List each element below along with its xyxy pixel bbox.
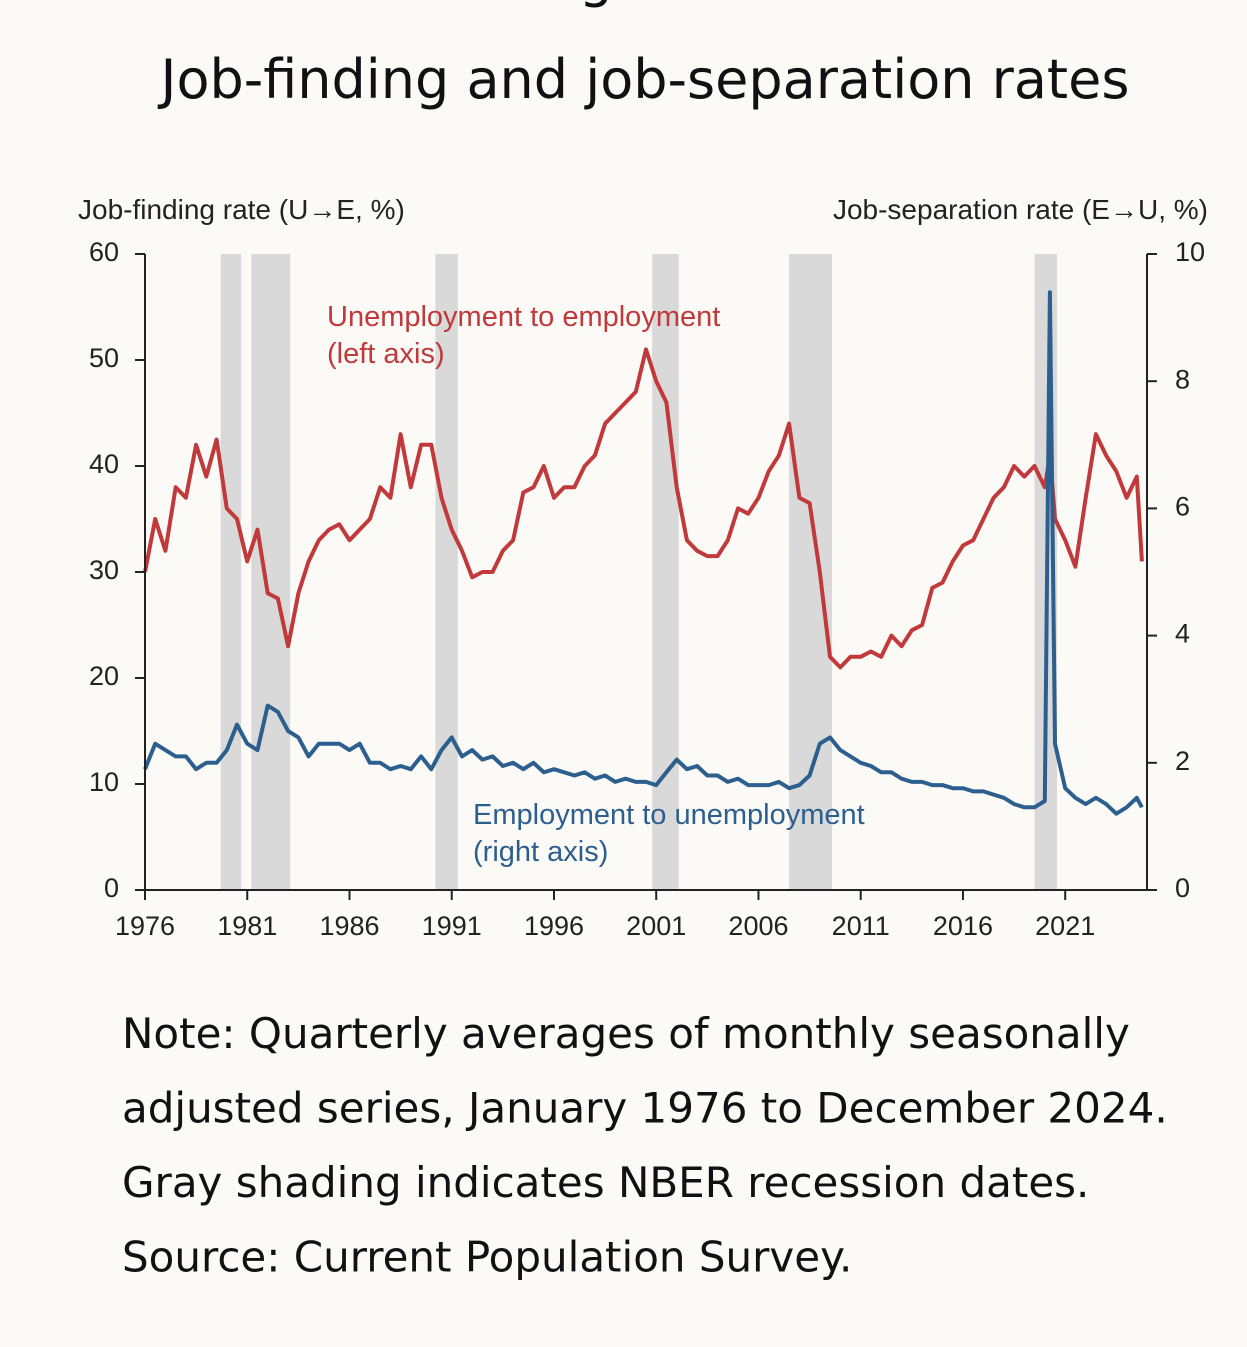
x-tick-label: 2001 [626, 911, 686, 941]
series-line [143, 347, 1144, 670]
recession-band [435, 254, 458, 890]
y2-axis-title: Job-separation rate (E→U, %) [833, 194, 1208, 225]
figure-label: Figure 1 [537, 0, 753, 9]
y2-tick-label: 4 [1175, 619, 1190, 649]
x-tick-label: 2006 [728, 911, 788, 941]
y2-tick-label: 0 [1175, 873, 1190, 903]
series-label: (right axis) [473, 836, 608, 868]
note-line: adjusted series, January 1976 to Decembe… [122, 1084, 1168, 1133]
x-tick-label: 1976 [115, 911, 175, 941]
x-tick-label: 1981 [217, 911, 277, 941]
y2-tick-label: 2 [1175, 746, 1190, 776]
note-line: Note: Quarterly averages of monthly seas… [122, 1009, 1130, 1058]
recession-band [251, 254, 291, 890]
recession-band [789, 254, 833, 890]
y2-tick-label: 6 [1175, 492, 1190, 522]
x-tick-label: 2021 [1035, 911, 1095, 941]
x-tick-label: 1986 [319, 911, 379, 941]
y-tick-label: 60 [89, 237, 119, 267]
series-label: (left axis) [327, 338, 445, 370]
note-line: Source: Current Population Survey. [122, 1233, 852, 1282]
x-tick-label: 2016 [933, 911, 993, 941]
y-tick-label: 50 [89, 343, 119, 373]
y2-tick-label: 8 [1175, 364, 1190, 394]
y-tick-label: 10 [89, 767, 119, 797]
x-tick-label: 2011 [832, 911, 890, 941]
series-label: Unemployment to employment [327, 301, 720, 333]
y-axis-title: Job-finding rate (U→E, %) [78, 194, 405, 225]
series-line [143, 290, 1144, 816]
y-tick-label: 30 [89, 555, 119, 585]
x-tick-label: 1991 [422, 911, 482, 941]
y-tick-label: 0 [104, 873, 119, 903]
y-tick-label: 20 [89, 661, 119, 691]
x-tick-label: 1996 [524, 911, 584, 941]
note-line: Gray shading indicates NBER recession da… [122, 1158, 1089, 1207]
series-label: Employment to unemployment [473, 799, 865, 831]
recession-band [220, 254, 242, 890]
y2-tick-label: 10 [1175, 237, 1205, 267]
y-tick-label: 40 [89, 449, 119, 479]
chart-title: Job-finding and job-separation rates [158, 48, 1130, 111]
lines [143, 290, 1144, 816]
recession-band [652, 254, 679, 890]
axes: 0 10 20 30 40 50 60 0 2 4 6 8 10 1976 1981 1986 1991 1996… [89, 237, 1205, 941]
